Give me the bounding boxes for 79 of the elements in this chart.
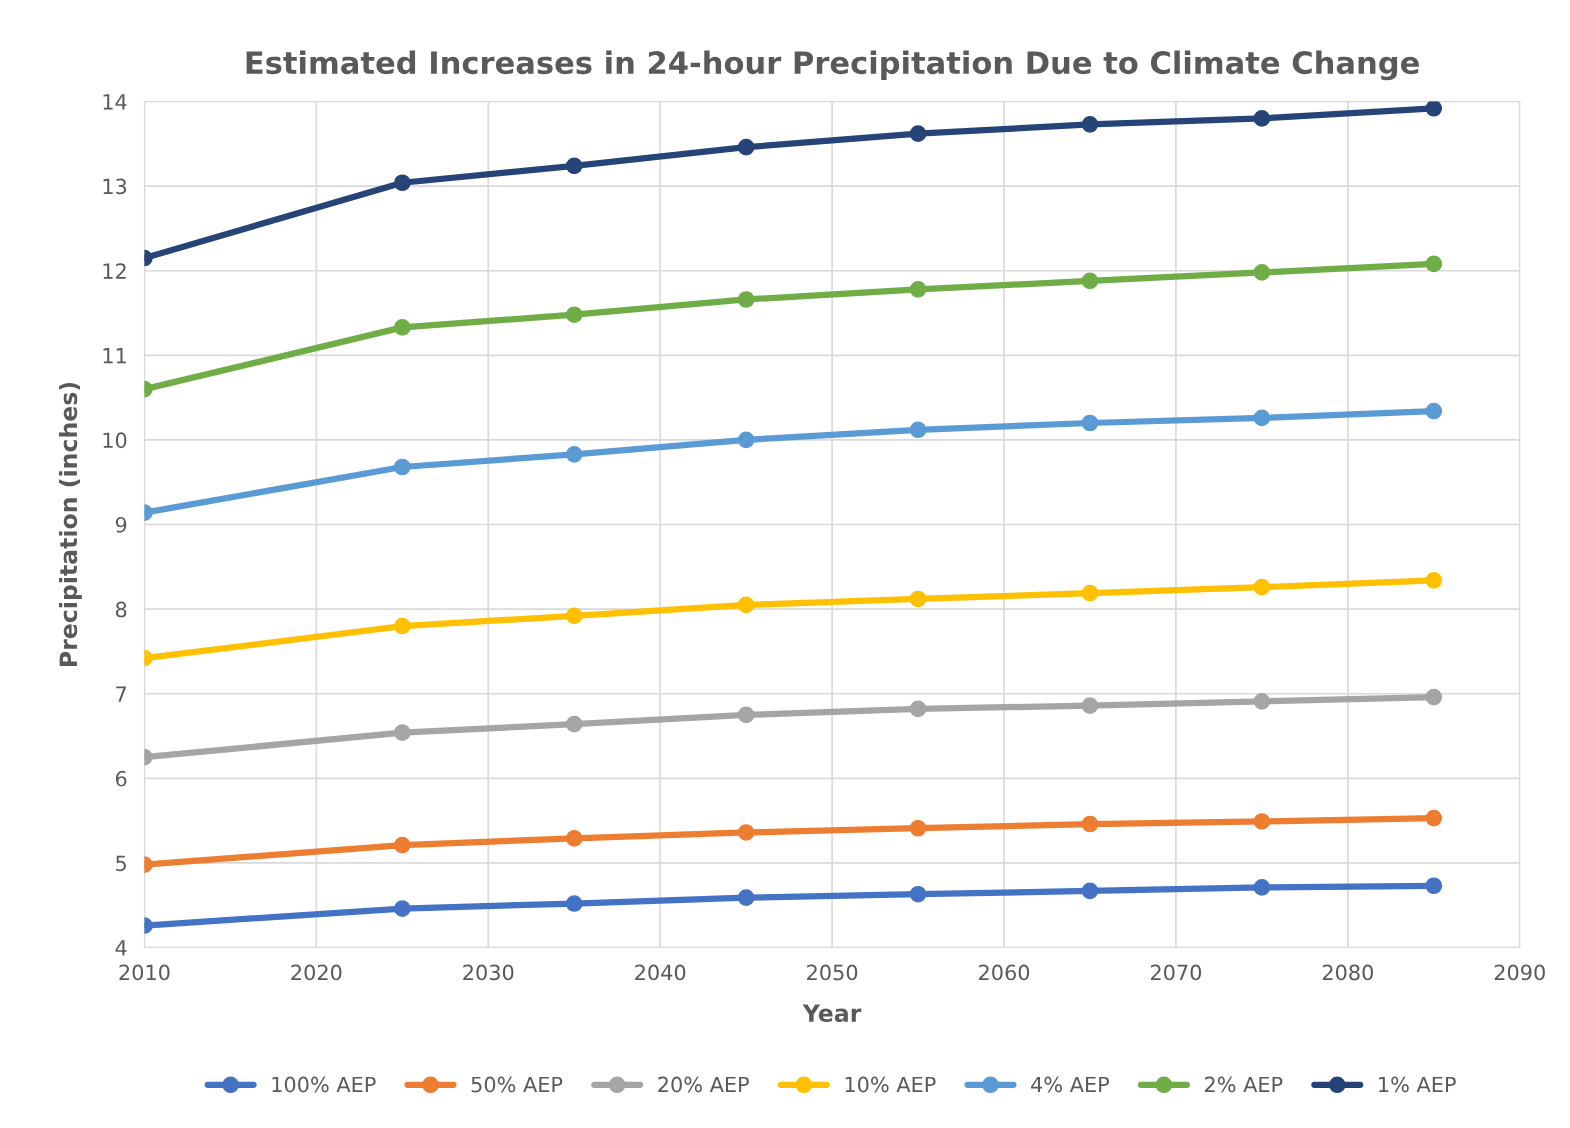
point [737, 431, 755, 449]
point [393, 174, 411, 192]
point [1253, 409, 1271, 427]
point [1425, 877, 1443, 895]
point [1081, 815, 1099, 833]
point [1425, 809, 1443, 827]
point [909, 819, 927, 837]
x-tick-label: 2020 [291, 964, 342, 981]
x-tick-label: 2040 [635, 964, 686, 981]
x-tick-label: 2070 [1150, 964, 1202, 981]
point [393, 724, 411, 741]
legend-label: 2% AEP [1204, 1076, 1283, 1093]
legend-label: 10% AEP [845, 1076, 936, 1093]
point [1081, 584, 1099, 602]
legend-label: 1% AEP [1379, 1076, 1456, 1093]
point [909, 885, 927, 903]
y-tick-label: 7 [116, 686, 126, 702]
point [393, 319, 411, 336]
y-tick-label: 12 [103, 263, 126, 279]
point [565, 445, 583, 463]
legend-label: 100% AEP [272, 1076, 376, 1093]
y-tick-label: 14 [103, 94, 127, 110]
chart-title: Estimated Increases in 24-hour Precipitation Due to Climate Change [246, 50, 1419, 81]
point [909, 590, 927, 608]
point [1253, 110, 1271, 127]
point [1425, 402, 1443, 420]
point [393, 836, 411, 854]
point [565, 607, 583, 625]
x-tick-label: 2010 [119, 964, 170, 981]
point [909, 700, 927, 718]
x-tick-label: 2030 [463, 964, 514, 981]
point [1425, 688, 1443, 706]
point [393, 458, 411, 476]
y-tick-label: 9 [115, 516, 127, 533]
point [909, 421, 927, 439]
point [1081, 697, 1099, 714]
legend-label: 20% AEP [658, 1076, 749, 1093]
y-tick-label: 11 [103, 348, 126, 364]
point [737, 706, 755, 724]
point [909, 125, 927, 143]
legend-label: 50% AEP [471, 1076, 563, 1093]
y-tick-label: 5 [116, 855, 126, 872]
point [737, 291, 755, 308]
point [1253, 264, 1271, 281]
point [909, 280, 927, 298]
point [565, 157, 583, 175]
point [737, 596, 755, 614]
point [737, 889, 755, 906]
point [1425, 572, 1443, 589]
y-tick-label: 10 [103, 432, 127, 449]
x-tick-label: 2080 [1322, 964, 1373, 981]
point [737, 138, 755, 156]
x-tick-label: 2090 [1494, 964, 1545, 981]
point [1425, 101, 1443, 117]
y-axis-title: Precipitation (inches) [58, 382, 82, 666]
y-tick-label: 8 [115, 601, 127, 618]
x-tick-label: 2060 [979, 964, 1030, 981]
y-tick-label: 13 [103, 178, 127, 195]
x-tick-label: 2050 [807, 964, 858, 981]
x-axis-title: Year [802, 1004, 862, 1023]
point [1081, 882, 1099, 900]
point [1081, 272, 1099, 290]
point [393, 900, 411, 917]
point [1253, 813, 1271, 830]
point [1253, 879, 1271, 896]
legend-label: 4% AEP [1031, 1076, 1109, 1093]
point [737, 824, 755, 841]
point [565, 830, 583, 847]
point [565, 895, 583, 912]
point [1081, 414, 1099, 432]
point [393, 617, 411, 635]
point [1253, 578, 1271, 596]
point [565, 715, 583, 733]
y-tick-label: 4 [115, 940, 127, 956]
point [1425, 255, 1443, 273]
point [565, 306, 583, 324]
point [1081, 116, 1099, 133]
point [1253, 692, 1271, 710]
y-tick-label: 6 [115, 770, 127, 787]
